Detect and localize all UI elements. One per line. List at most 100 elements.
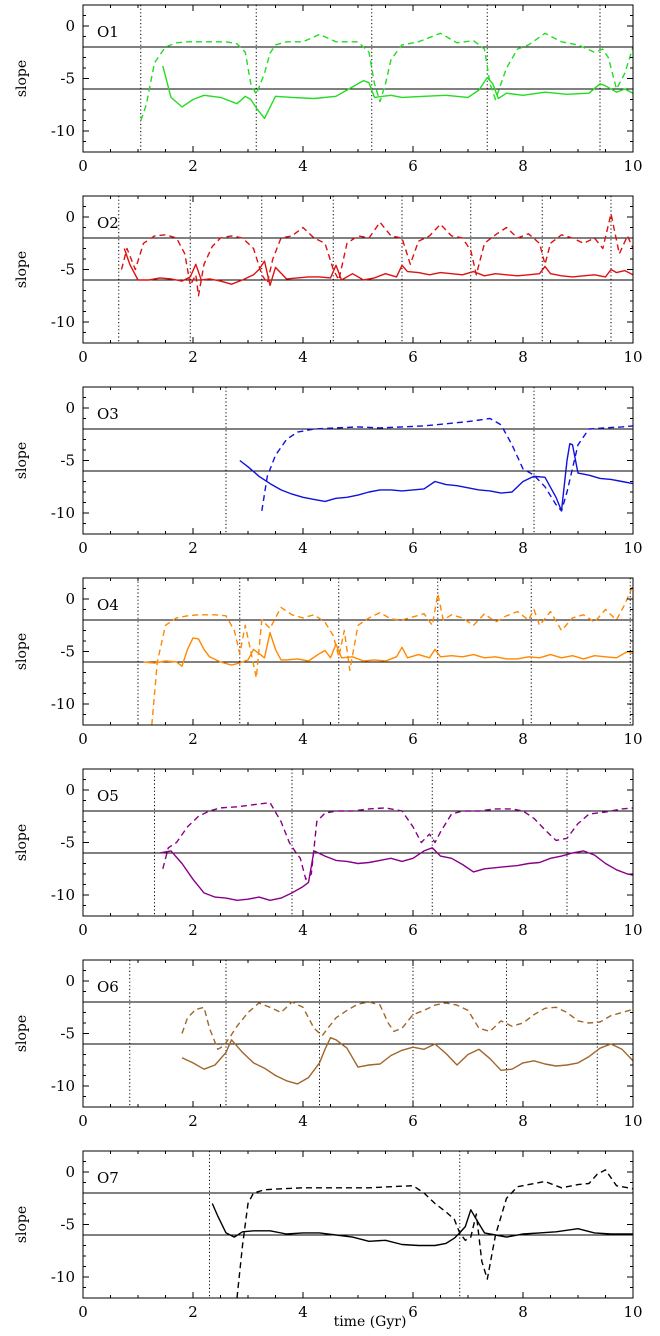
y-tick-label: 0	[65, 590, 75, 608]
panel-o3: 0 2 4 6 8 10 0 -5 -10 slope O3	[14, 386, 643, 557]
panel-label: O4	[97, 596, 119, 614]
x-tick-label: 8	[518, 730, 528, 748]
y-tick-label: 0	[65, 781, 75, 799]
x-tick-label: 0	[78, 730, 88, 748]
x-tick-label: 0	[78, 157, 88, 175]
x-tick-label: 6	[408, 921, 418, 939]
y-tick-label: 0	[65, 17, 75, 35]
x-tick-label: 4	[298, 348, 308, 366]
y-tick-label: -10	[51, 1077, 75, 1095]
series-line-dashed	[120, 213, 633, 297]
x-tick-label: 4	[298, 921, 308, 939]
x-tick-label: 10	[623, 157, 642, 175]
x-tick-label: 0	[78, 1303, 88, 1321]
y-tick-label: 0	[65, 208, 75, 226]
plot-frame	[82, 577, 634, 726]
series-line-dashed	[162, 801, 633, 880]
x-tick-label: 10	[623, 1112, 642, 1130]
x-tick-label: 4	[298, 1112, 308, 1130]
panel-o2: 0 2 4 6 8 10 0 -5 -10 slope O2	[14, 195, 643, 366]
y-axis-title: slope	[14, 60, 30, 97]
x-tick-label: 6	[408, 1112, 418, 1130]
panel-label: O7	[97, 1169, 119, 1187]
series-group	[143, 585, 633, 725]
series-line-dashed	[181, 1001, 633, 1051]
y-tick-label: -10	[51, 886, 75, 904]
panel-o4: 0 2 4 6 8 10 0 -5 -10 slope O4	[14, 577, 643, 748]
y-axis-title: slope	[14, 442, 30, 479]
plot-frame	[82, 386, 634, 535]
x-tick-label: 10	[623, 921, 642, 939]
x-tick-label: 6	[408, 348, 418, 366]
series-line-dashed	[151, 585, 633, 725]
x-tick-label: 8	[518, 921, 528, 939]
series-group	[120, 213, 633, 297]
x-tick-label: 8	[518, 1303, 528, 1321]
y-tick-label: -10	[51, 504, 75, 522]
series-line-solid	[181, 1036, 633, 1085]
y-tick-label: 0	[65, 972, 75, 990]
x-tick-label: 2	[188, 1112, 198, 1130]
series-group	[211, 1169, 633, 1298]
series-line-solid	[123, 248, 633, 286]
series-group	[181, 1001, 633, 1085]
y-tick-label: 0	[65, 1163, 75, 1181]
series-line-dashed	[236, 1169, 633, 1298]
y-tick-label: 0	[65, 399, 75, 417]
x-tick-label: 6	[408, 1303, 418, 1321]
y-tick-label: -5	[60, 834, 75, 852]
x-tick-label: 8	[518, 539, 528, 557]
plot-frame	[82, 768, 634, 917]
x-tick-label: 2	[188, 921, 198, 939]
y-tick-label: -10	[51, 695, 75, 713]
series-group	[140, 32, 633, 121]
y-axis-title: slope	[14, 1015, 30, 1052]
x-tick-label: 4	[298, 157, 308, 175]
series-line-solid	[162, 65, 633, 120]
series-line-solid	[143, 631, 633, 667]
series-line-dashed	[140, 32, 633, 121]
x-tick-label: 8	[518, 348, 528, 366]
x-axis-title: time (Gyr)	[334, 1314, 407, 1330]
panel-o6: 0 2 4 6 8 10 0 -5 -10 slope O6	[14, 959, 643, 1130]
y-tick-label: -10	[51, 1268, 75, 1286]
x-tick-label: 6	[408, 730, 418, 748]
panel-label: O2	[97, 214, 119, 232]
x-tick-label: 4	[298, 1303, 308, 1321]
y-tick-label: -5	[60, 70, 75, 88]
panel-label: O3	[97, 405, 119, 423]
x-tick-label: 8	[518, 1112, 528, 1130]
panel-o5: 0 2 4 6 8 10 0 -5 -10 slope O5	[14, 768, 643, 939]
series-line-solid	[211, 1203, 633, 1247]
x-tick-label: 2	[188, 730, 198, 748]
series-group	[159, 801, 633, 901]
x-tick-label: 10	[623, 1303, 642, 1321]
x-tick-label: 2	[188, 539, 198, 557]
y-axis-title: slope	[14, 251, 30, 288]
x-tick-label: 2	[188, 157, 198, 175]
series-line-solid	[159, 847, 633, 901]
x-tick-label: 0	[78, 921, 88, 939]
plot-frame	[82, 959, 634, 1108]
plot-frame	[82, 1150, 634, 1299]
panels-group: 0 2 4 6 8 10 0 -5 -10 slope O1 0 2 4 6 8 10 0 -5 -10 slope O2…	[14, 4, 643, 1321]
x-tick-label: 4	[298, 730, 308, 748]
series-line-solid	[239, 443, 633, 512]
series-line-dashed	[261, 417, 633, 512]
x-tick-label: 10	[623, 730, 642, 748]
y-tick-label: -10	[51, 313, 75, 331]
x-tick-label: 0	[78, 1112, 88, 1130]
x-tick-label: 6	[408, 157, 418, 175]
y-tick-label: -5	[60, 1025, 75, 1043]
y-axis-title: slope	[14, 633, 30, 670]
plot-frame	[82, 195, 634, 344]
x-tick-label: 0	[78, 539, 88, 557]
x-tick-label: 6	[408, 539, 418, 557]
y-tick-label: -5	[60, 452, 75, 470]
panel-label: O1	[97, 23, 119, 41]
x-tick-label: 0	[78, 348, 88, 366]
y-tick-label: -10	[51, 122, 75, 140]
x-tick-label: 4	[298, 539, 308, 557]
panel-o7: 0 2 4 6 8 10 0 -5 -10 slope O7	[14, 1150, 643, 1321]
